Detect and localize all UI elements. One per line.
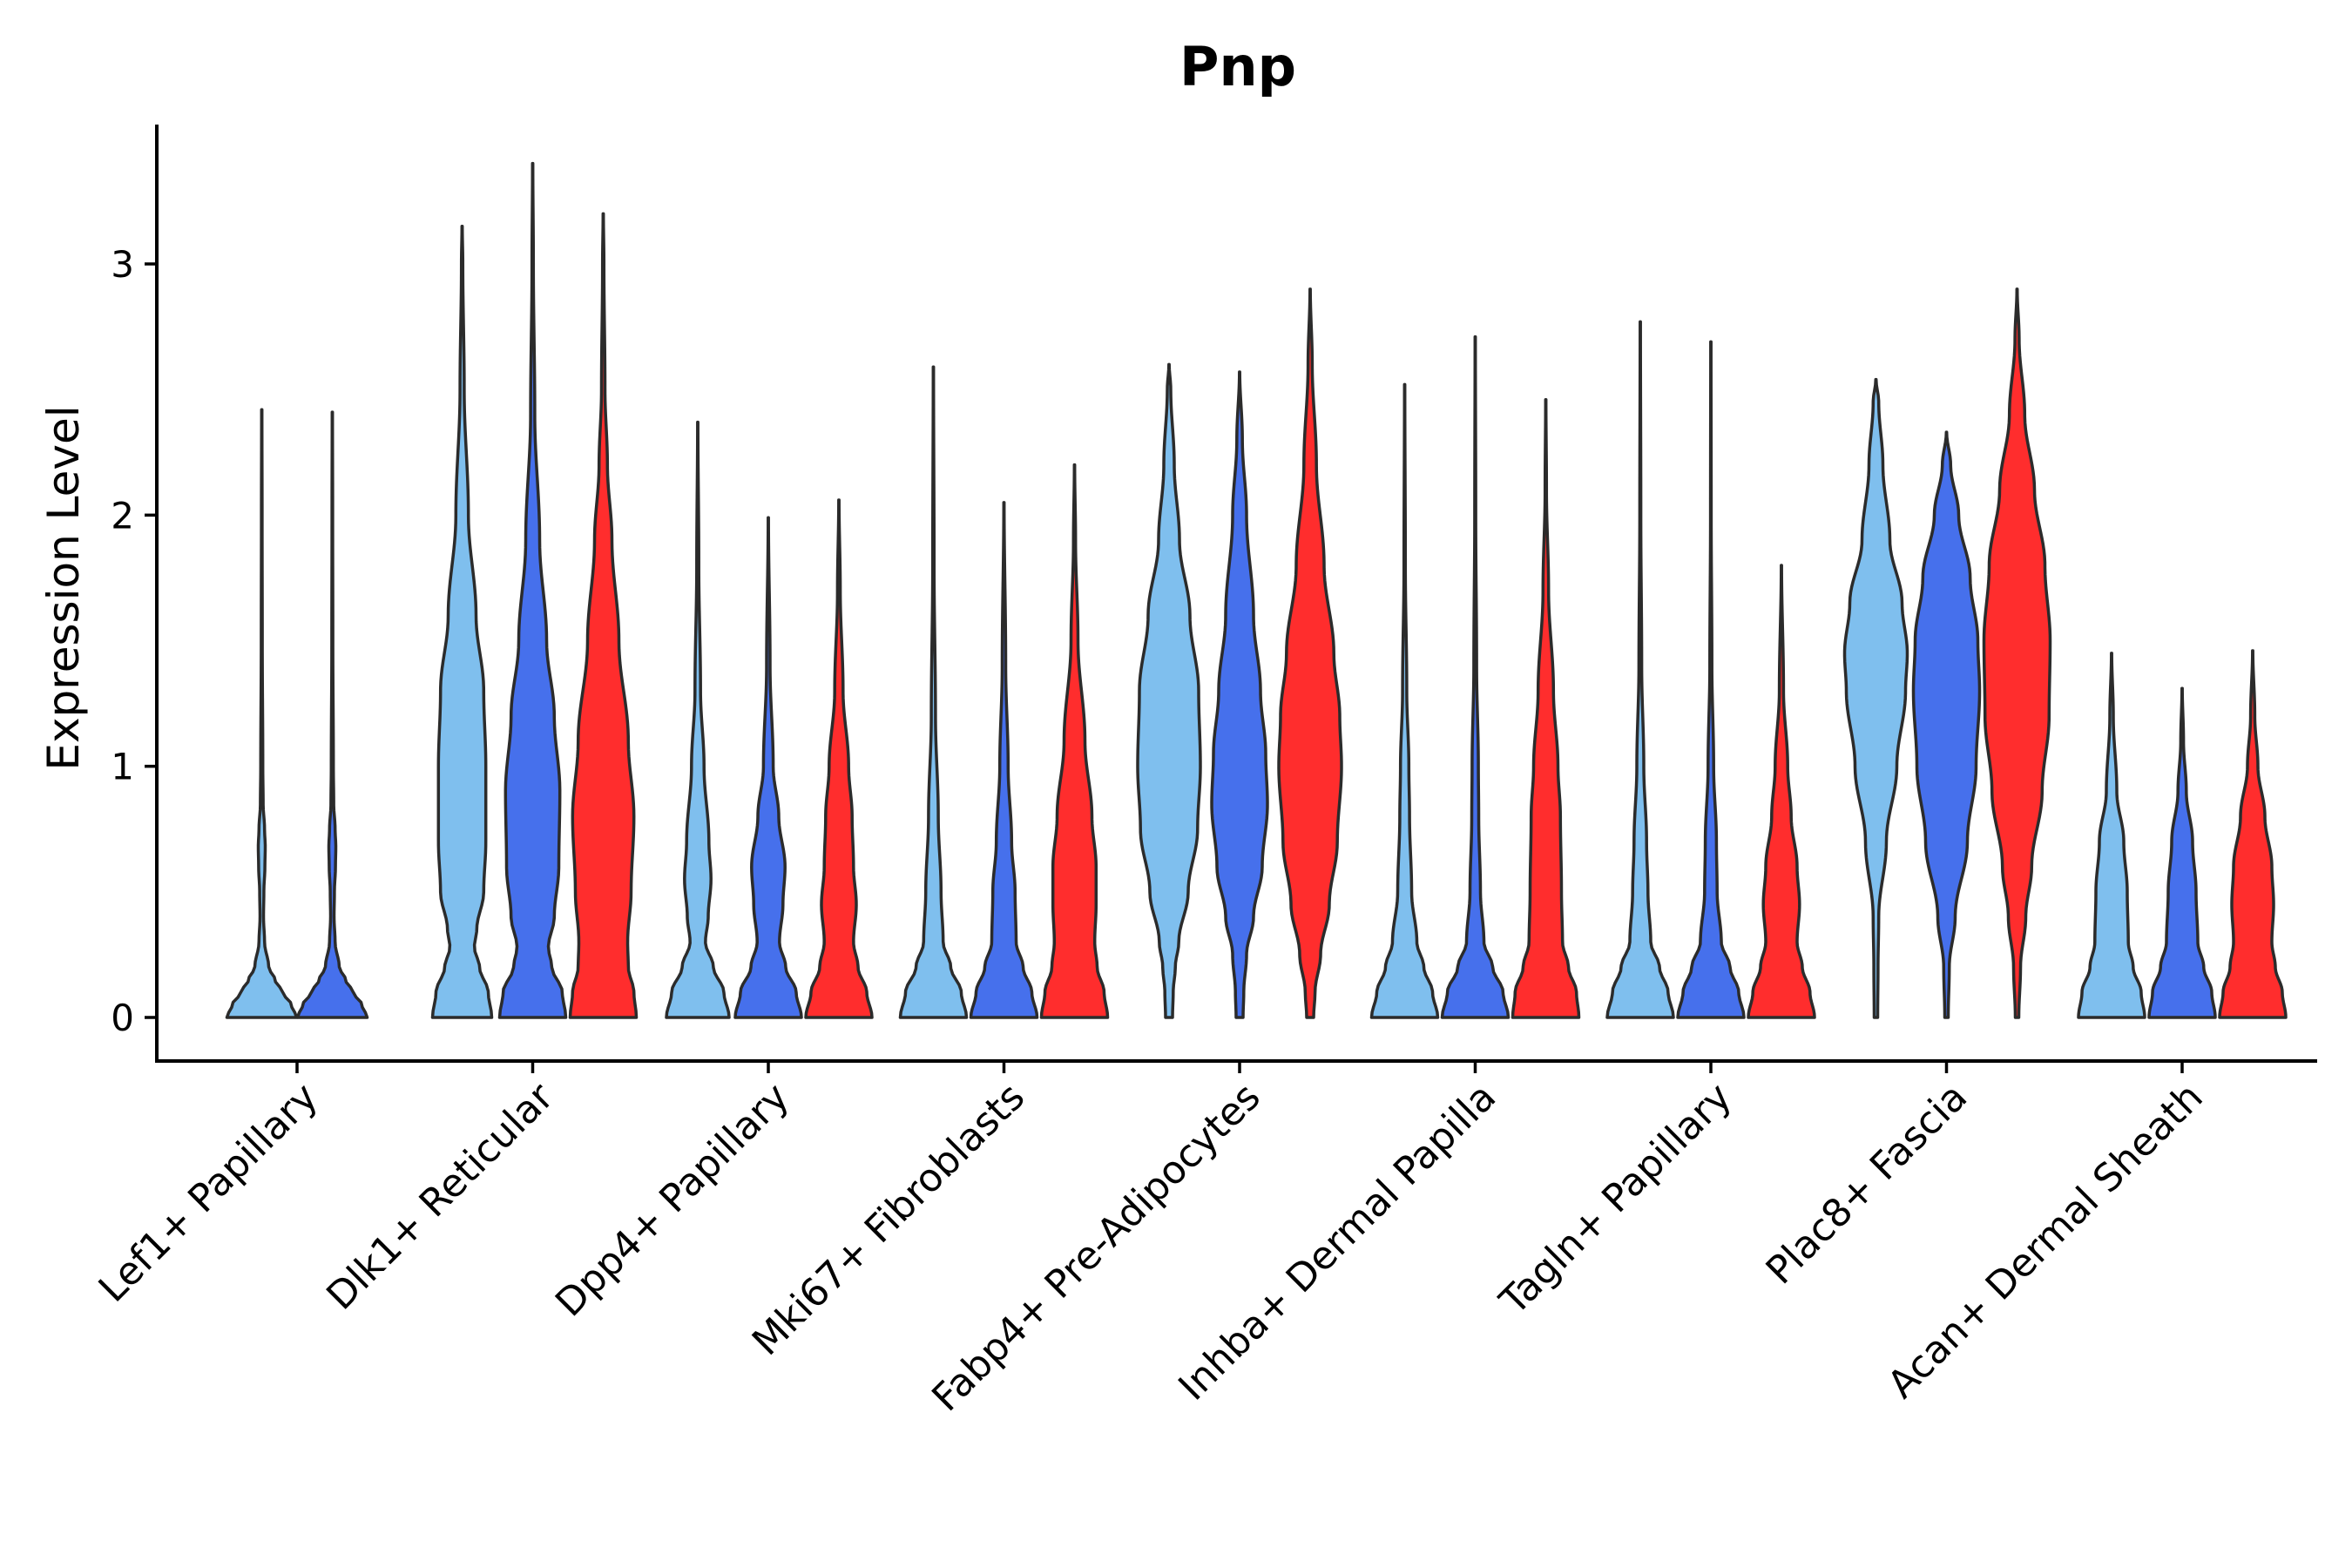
violin-4-0 <box>1136 362 1202 1019</box>
chart-title: Pnp <box>1179 35 1296 98</box>
violin-4-1 <box>1210 370 1269 1019</box>
violin-3-1 <box>969 501 1039 1019</box>
y-tick-label: 3 <box>111 243 134 286</box>
violin-6-0 <box>1605 320 1675 1019</box>
violin-0-0 <box>225 408 299 1019</box>
violin-4-2 <box>1277 287 1343 1019</box>
violin-5-2 <box>1511 397 1581 1019</box>
violin-6-2 <box>1747 564 1816 1019</box>
x-tick-label: Tagln+ Papillary <box>1491 1075 1740 1324</box>
violin-1-0 <box>430 225 494 1019</box>
y-axis-label: Expression Level <box>38 405 89 770</box>
violin-5-0 <box>1369 382 1440 1019</box>
violin-2-0 <box>665 420 731 1019</box>
violin-8-1 <box>2147 686 2217 1019</box>
violin-2-2 <box>804 498 874 1019</box>
violin-3-0 <box>898 365 969 1019</box>
violin-0-1 <box>295 410 369 1019</box>
violin-7-0 <box>1842 377 1909 1019</box>
violin-7-1 <box>1911 430 1982 1019</box>
y-tick-label: 1 <box>111 746 134 788</box>
x-tick-label: Lef1+ Papillary <box>91 1075 327 1311</box>
violin-5-1 <box>1440 335 1511 1019</box>
violin-7-2 <box>1982 287 2052 1019</box>
x-tick-label: Dpp4+ Papillary <box>547 1075 798 1326</box>
violin-2-1 <box>733 516 803 1019</box>
y-ticks: 0 1 2 3 <box>111 243 157 1039</box>
violin-6-1 <box>1676 340 1746 1019</box>
violin-8-0 <box>2077 652 2146 1019</box>
x-tick-label: Plac8+ Fascia <box>1758 1075 1977 1294</box>
violin-1-2 <box>568 212 639 1019</box>
violin-1-1 <box>497 161 568 1019</box>
y-tick-label: 0 <box>111 997 134 1039</box>
x-tick-label: Dlk1+ Reticular <box>318 1074 563 1319</box>
violin-8-2 <box>2218 649 2288 1019</box>
y-tick-label: 2 <box>111 494 134 537</box>
axes <box>155 125 2317 1063</box>
violin-layer <box>225 161 2288 1019</box>
x-tick-label: Mki67+ Fibroblasts <box>744 1075 1033 1364</box>
violin-3-2 <box>1039 463 1110 1019</box>
